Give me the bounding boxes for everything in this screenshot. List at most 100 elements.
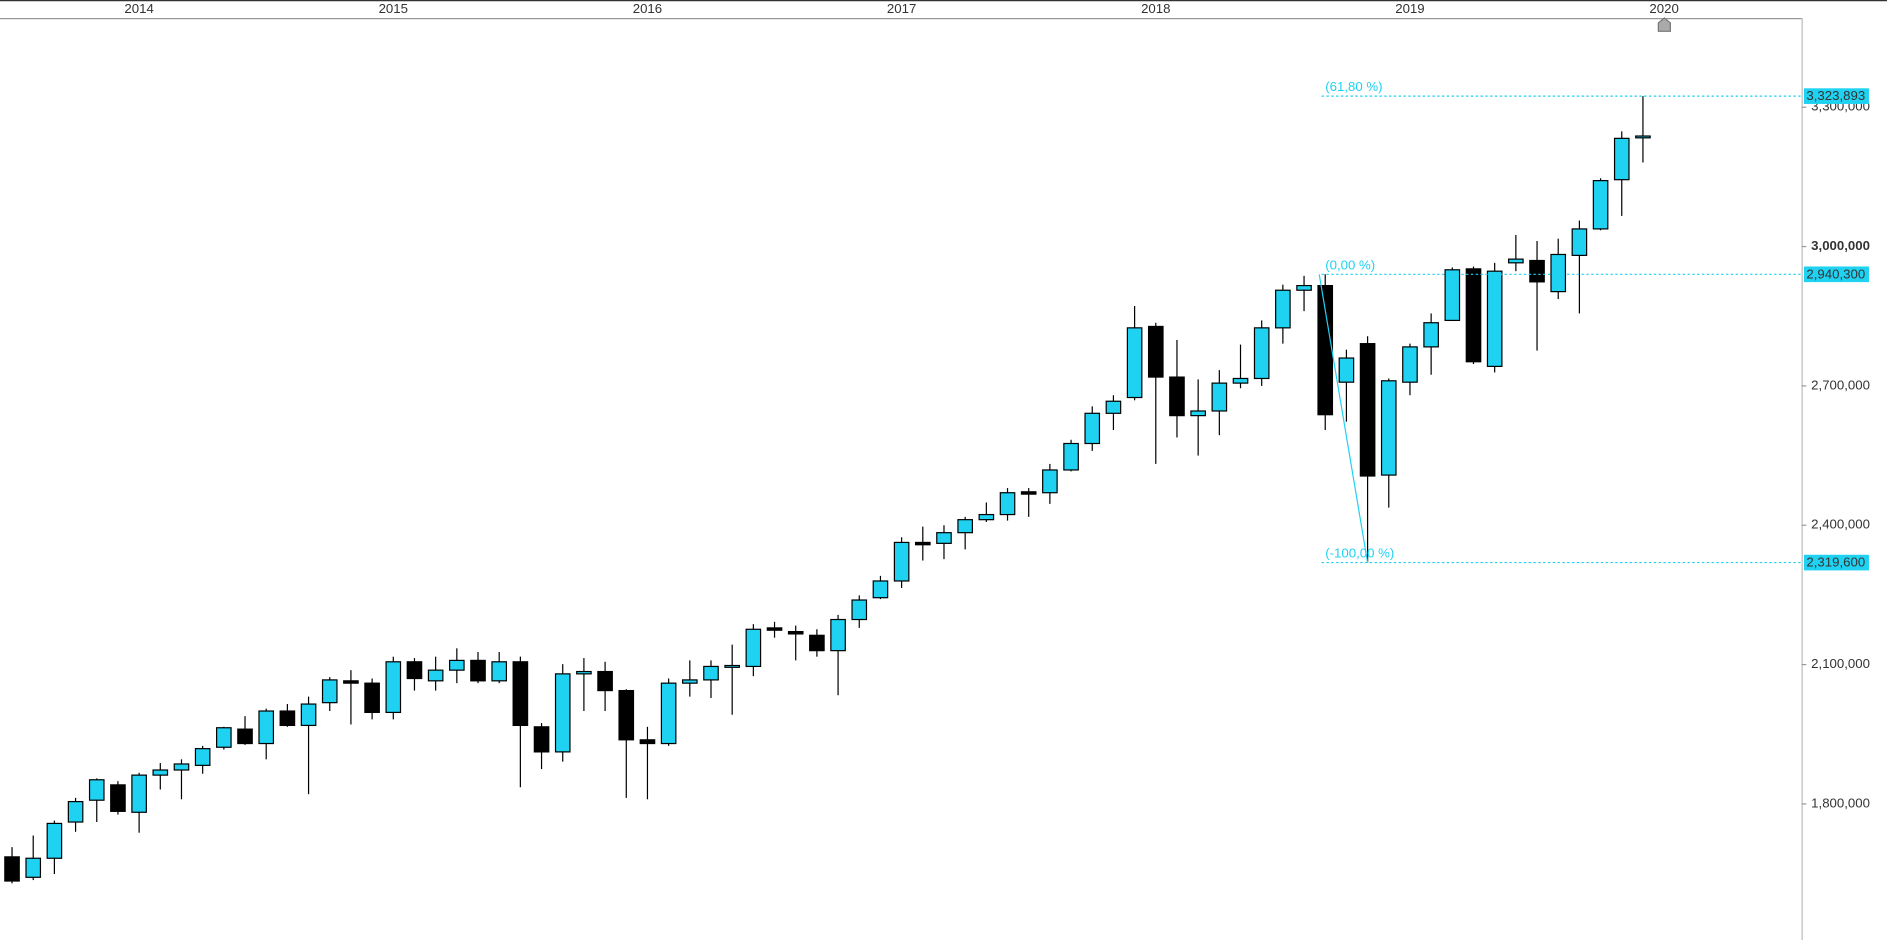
x-tick-label: 2015 [379,1,408,16]
candle-body [406,661,423,680]
candle-body [936,532,952,544]
price-label: 2,940,300 [1806,266,1865,281]
candle-body [470,659,486,682]
candle-body [1253,327,1270,380]
candle-body [46,822,63,859]
candle-body [766,627,783,631]
candle-body [152,769,169,776]
candle-body [173,763,190,771]
candle-body [576,670,592,675]
candle-body [1571,228,1588,256]
candle-body [1380,380,1397,476]
candle-body [1635,135,1651,139]
candle-body [1084,412,1101,445]
candle-body [1465,268,1482,363]
candle-body [1296,284,1312,291]
candle-body [893,541,910,582]
candle-body [385,661,402,714]
x-tick-label: 2017 [887,1,916,16]
x-tick-label: 2019 [1395,1,1424,16]
y-tick-label: 2,700,000 [1811,377,1870,392]
price-label: 3,323,893 [1806,88,1865,103]
candle-body [554,673,571,753]
candle-body [999,492,1016,516]
candle-body [639,739,656,745]
candle-body [1338,357,1355,383]
candle-body [1042,469,1058,494]
price-label-box [1803,88,1869,104]
candle-body [809,634,825,652]
candle-body [1063,442,1079,471]
candle-body [957,519,973,534]
x-tick-label: 2016 [633,1,662,16]
candle-body [1402,346,1418,383]
candle-body [830,618,846,652]
y-tick-label: 3,000,000 [1811,238,1870,253]
fib-anchor-line [1318,274,1369,563]
candle-body [194,748,211,766]
candle-body [364,682,380,714]
candle-body [1444,269,1461,322]
x-tick-label: 2020 [1649,1,1678,16]
candle-body [300,703,317,727]
candle-body [131,774,147,813]
candle-body [1317,284,1334,416]
x-tick-label: 2018 [1141,1,1170,16]
candle-body [258,710,275,745]
candle-body [914,541,931,546]
candle-body [1211,382,1228,412]
candle-body [703,665,719,681]
candle-body [1508,258,1524,264]
candle-body [1613,137,1630,181]
candle-body [978,513,995,521]
candle-body [67,800,84,823]
candle-body [597,670,613,692]
candle-body [1550,253,1567,293]
candle-body [533,726,550,753]
candle-body [787,630,804,635]
candle-body [1232,377,1249,384]
candle-body [491,661,508,682]
period-marker [1657,17,1671,32]
fib-level-label: (-100,00 %) [1325,546,1394,561]
y-tick-label: 2,400,000 [1811,517,1870,532]
x-tick-label: 2014 [124,1,153,16]
candle-body [88,779,105,801]
candle-body [1486,270,1503,367]
candle-body [1423,322,1439,348]
candle-body [512,661,529,727]
candle-body [110,784,126,812]
candle-body [343,680,359,684]
y-tick-label: 2,100,000 [1811,656,1870,671]
candle-body [745,628,762,668]
candle-body [1275,289,1291,329]
candle-body [1147,325,1164,378]
candle-body [681,679,698,684]
candle-body [427,669,444,682]
candle-body [724,664,740,668]
candle-body [618,689,635,741]
candle-body [851,599,868,621]
candle-body [321,679,338,704]
candle-body [1105,400,1122,414]
candle-body [216,727,232,748]
price-label: 2,319,600 [1806,555,1865,570]
candle-body [1169,376,1185,417]
y-tick-label: 1,800,000 [1811,795,1870,810]
price-label-box [1803,266,1869,283]
candle-body [1359,343,1376,477]
candle-body [237,728,253,745]
candle-body [660,682,677,745]
candle-body [1592,180,1609,230]
candle-body [4,856,20,882]
candle-body [1126,327,1143,399]
candle-body [279,710,296,727]
candle-body [1190,410,1206,417]
fib-level-label: (0,00 %) [1325,257,1375,272]
price-label-box [1803,554,1869,571]
fib-level-label: (61,80 %) [1325,79,1382,94]
candle-body [449,659,465,671]
